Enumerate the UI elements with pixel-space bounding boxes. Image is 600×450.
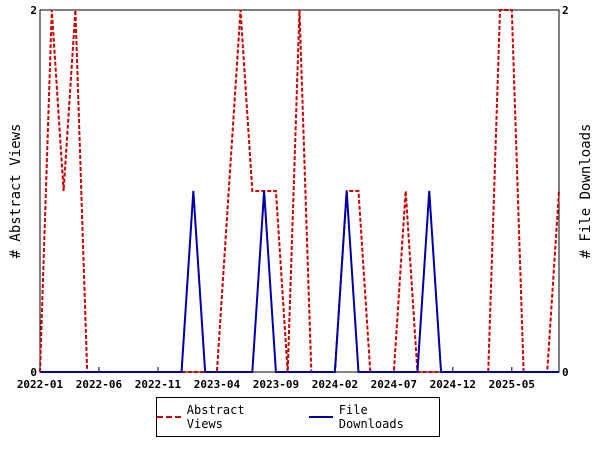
x-tick-label: 2025-05 (489, 378, 535, 391)
series-line-file-downloads (40, 190, 559, 373)
plot-area (39, 9, 560, 373)
legend-item-abstract-views: Abstract Views (157, 403, 287, 431)
y-tick-label-left: 0 (30, 366, 37, 379)
series-group (39, 9, 560, 373)
y-tick-label-right: 0 (562, 366, 569, 379)
x-tick-label: 2022-01 (17, 378, 64, 391)
x-tick-label: 2024-07 (371, 378, 417, 391)
legend-label-file-downloads: File Downloads (338, 403, 404, 431)
x-tick-label: 2024-02 (312, 378, 358, 391)
y-axis-title-left: # Abstract Views (8, 124, 24, 259)
legend-label-abstract-views: Abstract Views (186, 403, 245, 431)
x-tick-label: 2023-04 (194, 378, 241, 391)
x-tick-label: 2022-11 (135, 378, 182, 391)
x-tick-label: 2023-09 (253, 378, 299, 391)
y-tick-label-right: 2 (562, 4, 569, 17)
legend-swatch-file-downloads (309, 416, 333, 418)
x-axis-ticks: 2022-01 2022-06 2022-11 2023-04 2023-09 2024-… (17, 367, 535, 391)
legend-swatch-abstract-views (157, 416, 181, 418)
legend: Abstract Views File Downloads (156, 397, 440, 437)
legend-item-file-downloads: File Downloads (309, 403, 439, 431)
x-tick-label: 2022-06 (76, 378, 123, 391)
y-axis-title-right: # File Downloads (578, 124, 594, 259)
y-tick-label-left: 2 (30, 4, 37, 17)
x-tick-label: 2024-12 (430, 378, 476, 391)
